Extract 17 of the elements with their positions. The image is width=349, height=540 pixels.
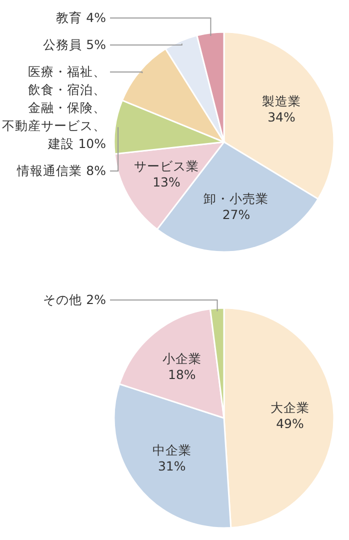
slice-label: その他 2% [43, 292, 106, 307]
data-label: 18% [168, 367, 196, 382]
slice-label: 卸・小売業 [204, 190, 269, 206]
slice-label: 情報通信業 8% [16, 163, 106, 178]
slice-label: 大企業 [270, 400, 310, 415]
slice-label: 公務員 5% [43, 37, 106, 52]
slice-label: 教育 4% [56, 10, 106, 25]
slice-label: 製造業 [262, 94, 301, 109]
data-label: 13% [152, 174, 181, 190]
data-label: 34% [268, 110, 296, 125]
slice-label: 小企業 [162, 351, 202, 366]
data-label: 31% [158, 458, 186, 474]
slice-label: サービス業 [134, 158, 200, 174]
slice-label: 中企業 [152, 442, 192, 458]
slice-label: 医療・福祉、飲食・宿泊、金融・保険、不動産サービス、建設 10% [2, 64, 106, 151]
data-label: 27% [222, 206, 250, 222]
data-label: 49% [276, 416, 304, 431]
